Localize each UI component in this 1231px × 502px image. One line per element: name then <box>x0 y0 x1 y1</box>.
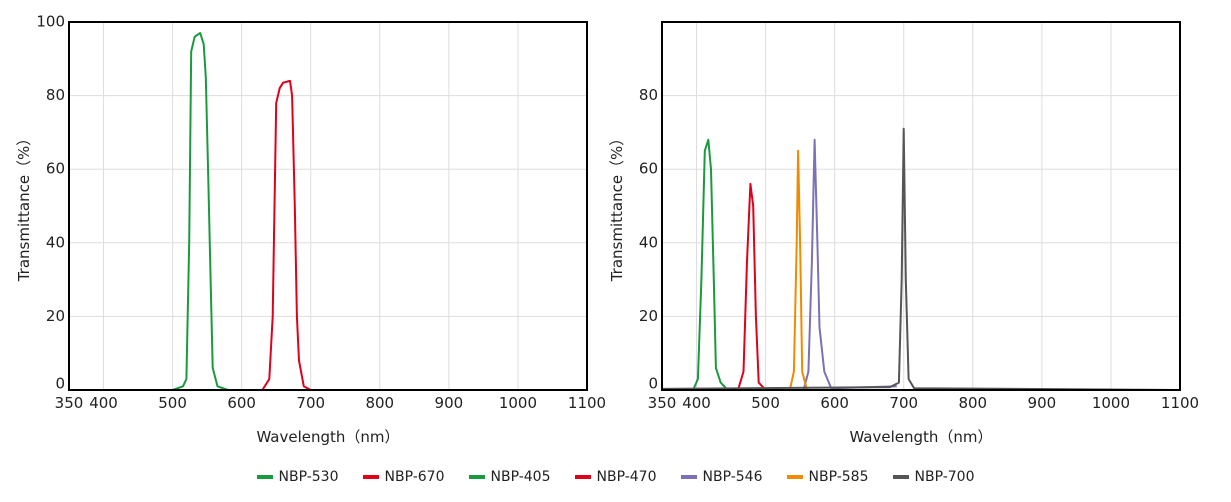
legend-swatch <box>468 475 485 479</box>
legend-item: NBP-585 <box>786 469 869 485</box>
y-axis-label: Transmittance（%） <box>15 131 33 283</box>
x-tick-label: 350 <box>55 394 84 412</box>
x-tick-label: 600 <box>820 394 849 412</box>
x-tick-label: 350 <box>648 394 677 412</box>
x-tick-label: 400 <box>89 394 118 412</box>
legend-swatch <box>892 475 909 479</box>
series-line <box>69 32 587 391</box>
legend-label: NBP-670 <box>384 469 445 485</box>
y-tick-label: 60 <box>46 160 65 178</box>
legend: NBP-530 NBP-670 NBP-405 NBP-470 NBP-546 NBP-5… <box>0 469 1231 485</box>
x-tick-label: 1000 <box>1092 394 1130 412</box>
y-tick-label: 40 <box>46 233 65 251</box>
legend-item: NBP-470 <box>574 469 657 485</box>
series-line <box>662 138 897 391</box>
series-line <box>662 182 1180 391</box>
y-tick-label: 40 <box>639 233 658 251</box>
legend-item: NBP-670 <box>362 469 445 485</box>
y-tick-label: 80 <box>46 86 65 104</box>
x-axis-label: Wavelength（nm） <box>849 428 992 446</box>
legend-item: NBP-546 <box>680 469 763 485</box>
series-line <box>662 138 1180 391</box>
legend-swatch <box>362 475 379 479</box>
y-tick-label: 0 <box>55 375 65 393</box>
x-tick-label: 1100 <box>568 394 606 412</box>
x-tick-label: 600 <box>227 394 256 412</box>
x-tick-label: 500 <box>158 394 187 412</box>
plot-frame <box>661 21 1181 391</box>
x-tick-label: 900 <box>1028 394 1057 412</box>
legend-label: NBP-546 <box>702 469 763 485</box>
x-tick-label: 1000 <box>499 394 537 412</box>
legend-label: NBP-585 <box>808 469 869 485</box>
legend-swatch <box>680 475 697 479</box>
legend-label: NBP-700 <box>914 469 975 485</box>
legend-item: NBP-700 <box>892 469 975 485</box>
y-tick-label: 20 <box>46 307 65 325</box>
legend-label: NBP-405 <box>490 469 551 485</box>
y-tick-label: 100 <box>36 13 65 31</box>
legend-item: NBP-530 <box>256 469 339 485</box>
y-tick-label: 80 <box>639 86 658 104</box>
x-tick-label: 900 <box>435 394 464 412</box>
x-tick-label: 1100 <box>1161 394 1199 412</box>
legend-item: NBP-405 <box>468 469 551 485</box>
x-tick-label: 800 <box>365 394 394 412</box>
legend-label: NBP-530 <box>278 469 339 485</box>
x-tick-label: 700 <box>889 394 918 412</box>
x-tick-label: 400 <box>682 394 711 412</box>
legend-swatch <box>786 475 803 479</box>
series-line <box>662 149 1180 391</box>
plot-frame <box>68 21 588 391</box>
y-tick-label: 0 <box>648 375 658 393</box>
legend-label: NBP-470 <box>596 469 657 485</box>
series-line <box>661 127 1181 391</box>
series-line <box>69 79 587 391</box>
x-tick-label: 500 <box>751 394 780 412</box>
x-axis-label: Wavelength（nm） <box>256 428 399 446</box>
x-tick-label: 700 <box>296 394 325 412</box>
y-axis-label: Transmittance（%） <box>608 131 626 283</box>
y-tick-label: 20 <box>639 307 658 325</box>
legend-swatch <box>574 475 591 479</box>
y-tick-label: 60 <box>639 160 658 178</box>
legend-swatch <box>256 475 273 479</box>
x-tick-label: 800 <box>958 394 987 412</box>
